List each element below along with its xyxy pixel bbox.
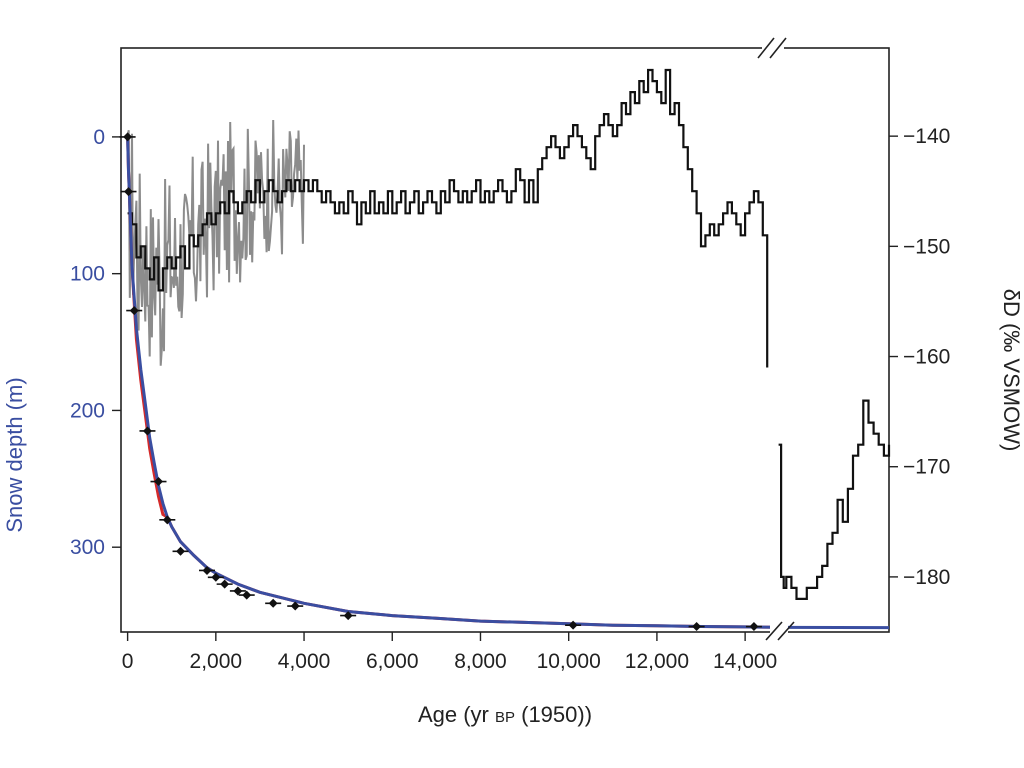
- y-left-tick-label: 100: [70, 263, 105, 286]
- tie-point: [268, 598, 278, 608]
- tie-point: [233, 586, 243, 596]
- y-left-tick-label: 300: [70, 536, 105, 559]
- y-left-tick-label: 200: [70, 399, 105, 422]
- x-tick-label: 14,000: [713, 650, 777, 673]
- tie-point: [692, 622, 702, 632]
- isotope-stepped-line: [127, 68, 769, 368]
- y-left-tick-label: 0: [93, 126, 105, 149]
- tie-point: [202, 565, 212, 575]
- tie-point: [220, 579, 230, 589]
- tie-point: [568, 620, 578, 630]
- x-axis: 0 2,000 4,000 6,000 8,000 10,000 12,000 14,000: [122, 632, 777, 673]
- y-right-tick-label: −170: [903, 456, 950, 479]
- x-tick-label: 0: [122, 650, 134, 673]
- x-axis-title-part2: (1950)): [515, 702, 592, 727]
- tie-point: [129, 306, 139, 316]
- x-tick-label: 2,000: [190, 650, 243, 673]
- tie-point: [242, 590, 252, 600]
- y-axis-right: −140 −150 −160 −170 −180: [889, 125, 950, 589]
- axis-break-bottom: [765, 621, 795, 641]
- x-tick-label: 12,000: [625, 650, 689, 673]
- tie-point: [211, 572, 221, 582]
- x-axis-title-part1: Age (yr: [418, 702, 495, 727]
- y-right-tick-label: −140: [903, 125, 950, 148]
- y-axis-right-title: δD (‰ VSMOW): [999, 289, 1024, 452]
- isotope-highres-line: [126, 119, 305, 366]
- isotope-highres-series: [126, 119, 305, 366]
- tie-point: [290, 601, 300, 611]
- tie-point: [123, 187, 133, 197]
- axis-break-top: [757, 37, 787, 59]
- tie-point: [749, 622, 759, 632]
- y-axis-left: 0 100 200 300: [70, 126, 121, 559]
- x-axis-title: Age (yr BP (1950)): [418, 702, 592, 727]
- tie-point: [142, 426, 152, 436]
- y-right-tick-label: −160: [903, 346, 950, 369]
- y-right-tick-label: −150: [903, 235, 950, 258]
- y-right-tick-label: −180: [903, 566, 950, 589]
- x-tick-label: 10,000: [537, 650, 601, 673]
- x-axis-title-bp: BP: [495, 709, 515, 726]
- x-tick-label: 4,000: [278, 650, 331, 673]
- tie-point: [343, 611, 353, 621]
- tie-point: [123, 132, 133, 142]
- isotope-stepped-series: [127, 68, 891, 600]
- x-tick-label: 8,000: [454, 650, 507, 673]
- x-tick-label: 6,000: [366, 650, 419, 673]
- tie-point: [162, 515, 172, 525]
- tie-points-series: [119, 132, 762, 632]
- tie-point: [153, 477, 163, 487]
- y-axis-left-title: Snow depth (m): [2, 377, 27, 532]
- tie-point: [176, 546, 186, 556]
- plot-frame: [120, 47, 890, 633]
- isotope-stepped-line-after-break: [778, 399, 891, 600]
